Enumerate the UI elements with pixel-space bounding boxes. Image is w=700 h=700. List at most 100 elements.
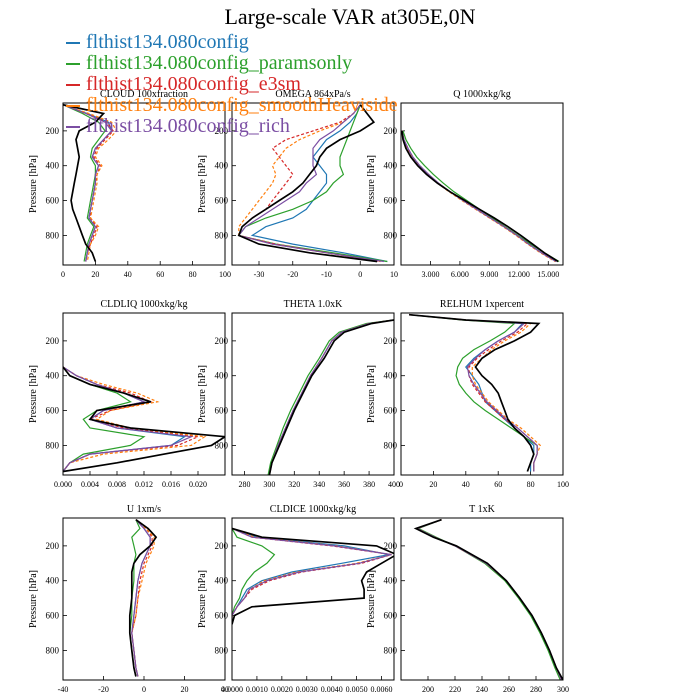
model-profile-line — [415, 519, 563, 680]
x-tick-label: 0.008 — [108, 480, 126, 489]
x-tick-label: 0.0050 — [346, 685, 368, 694]
model-profile-line — [415, 519, 563, 680]
panel-title: T 1xK — [469, 504, 495, 515]
y-tick-label: 200 — [215, 541, 229, 551]
x-tick-label: 0.0030 — [296, 685, 318, 694]
x-tick-label: 0 — [61, 270, 65, 279]
y-axis-label: Pressure [hPa] — [366, 365, 377, 423]
model-profile-line — [63, 104, 106, 262]
y-tick-label: 400 — [384, 161, 398, 171]
y-axis-label: Pressure [hPa] — [28, 365, 39, 423]
legend-swatch — [66, 125, 80, 128]
panel-title: RELHUM 1xpercent — [440, 299, 524, 310]
page-title: Large-scale VAR at305E,0N — [224, 4, 476, 29]
y-tick-label: 200 — [215, 336, 229, 346]
x-tick-label: 15.000 — [537, 270, 559, 279]
legend-label: flthist134.080config_smoothHeaviside — [86, 94, 398, 116]
x-tick-label: 380 — [363, 480, 375, 489]
legend-item: flthist134.080config_paramsonly — [66, 53, 398, 74]
x-tick-label: 260 — [503, 685, 515, 694]
legend-swatch — [66, 83, 80, 86]
model-profile-line — [131, 519, 155, 677]
model-profile-line — [401, 130, 557, 263]
panel-title: CLDICE 1000xkg/kg — [270, 504, 356, 515]
x-tick-label: 300 — [263, 480, 275, 489]
legend-swatch — [66, 104, 80, 107]
y-tick-label: 600 — [46, 196, 60, 206]
y-tick-label: 800 — [46, 645, 60, 655]
x-tick-label: 0.012 — [135, 480, 153, 489]
x-tick-label: 3.000 — [421, 270, 439, 279]
panel-title: THETA 1.0xK — [284, 299, 343, 310]
observed-profile-line — [128, 519, 158, 677]
model-profile-line — [63, 366, 146, 472]
panel-frame — [62, 102, 226, 266]
x-tick-label: 0.0040 — [321, 685, 343, 694]
x-tick-label: 0.020 — [189, 480, 207, 489]
legend-label: flthist134.080config — [86, 31, 249, 53]
model-profile-line — [63, 366, 194, 472]
y-tick-label: 400 — [46, 371, 60, 381]
panel-frame — [400, 312, 564, 476]
y-axis-label: Pressure [hPa] — [366, 570, 377, 628]
panel-title: U 1xm/s — [127, 504, 161, 515]
panel-title: Q 1000xkg/kg — [453, 89, 511, 100]
y-tick-label: 800 — [215, 230, 229, 240]
y-tick-label: 600 — [384, 611, 398, 621]
y-tick-label: 200 — [384, 126, 398, 136]
observed-profile-line — [63, 103, 106, 262]
model-profile-line — [417, 519, 561, 680]
model-profile-line — [401, 130, 557, 263]
x-tick-label: -30 — [254, 270, 265, 279]
observed-profile-line — [401, 130, 559, 263]
observed-profile-line — [413, 518, 563, 680]
model-profile-line — [63, 104, 118, 262]
y-axis-label: Pressure [hPa] — [366, 155, 377, 213]
y-tick-label: 600 — [46, 611, 60, 621]
model-profile-line — [131, 519, 153, 677]
x-tick-label: 0 — [358, 270, 362, 279]
y-tick-label: 600 — [215, 406, 229, 416]
y-tick-label: 600 — [46, 406, 60, 416]
legend-item: flthist134.080config_rich — [66, 116, 398, 137]
x-tick-label: 100 — [557, 480, 569, 489]
panel-frame — [62, 312, 226, 476]
x-tick-label: 0.000 — [54, 480, 72, 489]
legend-item: flthist134.080config_e3sm — [66, 74, 398, 95]
legend-label: flthist134.080config_rich — [86, 115, 290, 137]
x-tick-label: -20 — [287, 270, 298, 279]
y-tick-label: 800 — [384, 230, 398, 240]
y-tick-label: 200 — [384, 541, 398, 551]
y-axis-label: Pressure [hPa] — [197, 155, 208, 213]
x-tick-label: 40 — [462, 480, 470, 489]
x-tick-label: 0.0020 — [271, 685, 293, 694]
legend-swatch — [66, 62, 80, 65]
x-tick-label: 240 — [476, 685, 488, 694]
y-axis-label: Pressure [hPa] — [197, 365, 208, 423]
legend-label: flthist134.080config_e3sm — [86, 73, 301, 95]
y-tick-label: 200 — [46, 541, 60, 551]
legend-item: flthist134.080config_smoothHeaviside — [66, 95, 398, 116]
y-tick-label: 200 — [215, 126, 229, 136]
model-profile-line — [402, 130, 560, 263]
model-profile-line — [401, 130, 557, 263]
y-tick-label: 400 — [384, 576, 398, 586]
model-profile-line — [232, 527, 392, 625]
panel-frame — [62, 517, 226, 681]
model-profile-line — [415, 519, 563, 680]
x-tick-label: 20 — [181, 685, 189, 694]
y-tick-label: 400 — [215, 371, 229, 381]
panel-frame — [400, 102, 564, 266]
model-profile-line — [250, 104, 388, 263]
y-tick-label: 600 — [384, 196, 398, 206]
model-profile-line — [267, 319, 394, 475]
y-tick-label: 200 — [46, 336, 60, 346]
x-tick-label: 60 — [156, 270, 164, 279]
x-tick-label: 0.0000 — [221, 685, 243, 694]
x-tick-label: 80 — [189, 270, 197, 279]
y-tick-label: 800 — [46, 440, 60, 450]
x-tick-label: 80 — [527, 480, 535, 489]
y-axis-label: Pressure [hPa] — [28, 155, 39, 213]
observed-profile-line — [409, 313, 541, 472]
